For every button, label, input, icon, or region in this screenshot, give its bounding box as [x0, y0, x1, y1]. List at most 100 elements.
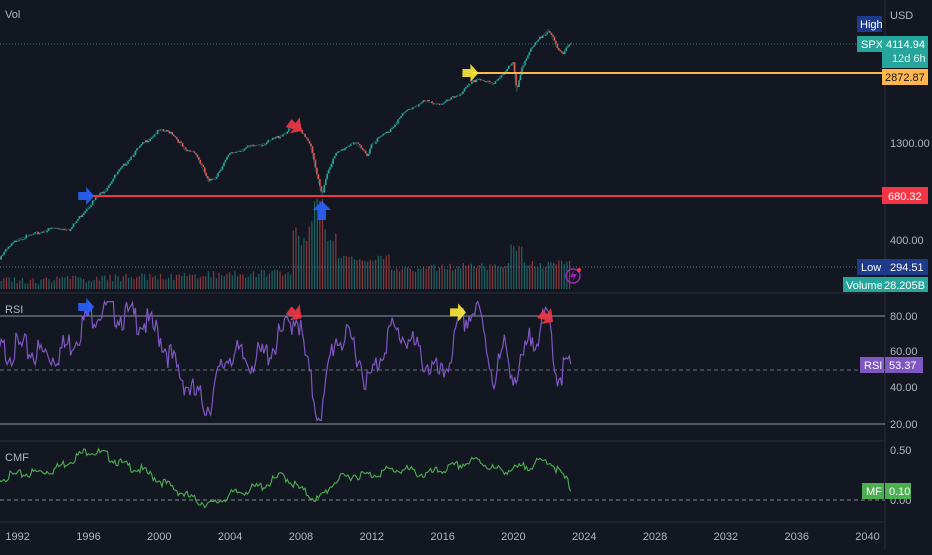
volume-bar: [388, 254, 390, 289]
volume-bar: [181, 275, 183, 289]
volume-bar: [236, 276, 239, 289]
volume-bar: [3, 278, 5, 289]
volume-bar: [106, 280, 109, 289]
price-tick: 400.00: [890, 235, 924, 247]
volume-bar: [550, 262, 552, 289]
volume-bar: [16, 283, 18, 289]
svg-text:53.37: 53.37: [889, 360, 917, 372]
volume-bar: [441, 264, 443, 289]
volume-bar: [64, 277, 66, 289]
volume-bar: [189, 274, 191, 289]
volume-bar: [534, 266, 536, 289]
volume-bar: [361, 260, 363, 289]
volume-bar: [268, 273, 271, 289]
volume-bar: [11, 281, 13, 289]
volume-bar: [523, 262, 525, 289]
volume-bar: [282, 275, 284, 289]
volume-bar: [359, 259, 361, 289]
volume-bar: [279, 271, 281, 289]
volume-bar: [61, 277, 63, 289]
lightning-icon[interactable]: [565, 268, 581, 284]
volume-bar: [35, 282, 37, 289]
volume-bar: [32, 278, 34, 289]
volume-bar: [545, 266, 547, 289]
cmf-value-tag: MF 0.10: [862, 483, 911, 499]
volume-bar: [69, 279, 71, 289]
volume-bar: [364, 261, 366, 289]
volume-bar: [178, 274, 180, 289]
volume-bar: [98, 280, 101, 289]
volume-bar: [258, 274, 260, 289]
volume-bar: [197, 278, 199, 289]
volume-bar: [247, 276, 249, 289]
volume-bar: [173, 279, 175, 289]
volume-bar: [19, 280, 21, 289]
volume-bar: [298, 235, 300, 289]
volume-value: 28.205B: [884, 280, 925, 292]
volume-bar: [457, 266, 459, 289]
volume-bar: [101, 275, 103, 289]
volume-bar: [59, 278, 61, 289]
volume-bar: [367, 261, 369, 289]
volume-bar: [454, 268, 456, 289]
symbol-tag[interactable]: SPX: [857, 36, 884, 52]
volume-bar: [337, 258, 340, 289]
volume-bar: [313, 201, 316, 289]
svg-text:High: High: [860, 19, 883, 31]
volume-histogram: [0, 199, 571, 289]
volume-bar: [157, 279, 159, 289]
volume-bar: [494, 264, 496, 289]
volume-bar: [398, 271, 401, 289]
volume-bar: [260, 269, 263, 289]
volume-bar: [515, 250, 518, 289]
vol-label: Vol: [5, 9, 20, 21]
volume-bar: [369, 259, 371, 289]
volume-bar: [5, 277, 8, 289]
countdown-value: 12d 6h: [892, 53, 926, 65]
volume-bar: [218, 272, 220, 289]
volume-bar: [436, 271, 438, 289]
volume-bar: [120, 281, 122, 289]
volume-bar: [183, 273, 186, 289]
volume-bar: [284, 274, 286, 289]
volume-bar: [215, 278, 217, 289]
blue-arrow-icon: [78, 298, 95, 316]
time-axis-label: 2032: [714, 531, 738, 543]
volume-bar: [428, 266, 430, 289]
volume-bar: [537, 267, 539, 289]
high-tag: High: [857, 16, 883, 32]
volume-tag: Volume 28.205B: [843, 277, 928, 292]
volume-bar: [53, 280, 55, 289]
volume-bar: [329, 239, 332, 289]
volume-bar: [207, 271, 209, 289]
volume-bar: [383, 259, 385, 289]
volume-bar: [499, 266, 502, 289]
volume-bar: [497, 266, 499, 289]
cmf-pane: [0, 447, 572, 509]
volume-bar: [128, 277, 130, 289]
blue-arrow-icon: [312, 201, 331, 220]
volume-bar: [234, 271, 236, 289]
rsi-tick: 60.00: [890, 346, 918, 358]
volume-bar: [66, 275, 69, 289]
volume-bar: [242, 274, 244, 289]
volume-bar: [109, 274, 111, 289]
volume-bar: [433, 264, 435, 289]
time-axis[interactable]: 1992 1996 2000 2004 2008 2012 2016 2020 2024 2028…: [5, 531, 879, 543]
volume-bar: [93, 280, 95, 289]
volume-bar: [24, 283, 26, 289]
rsi-pane-label: RSI: [5, 304, 23, 316]
time-axis-label: 1992: [5, 531, 29, 543]
time-axis-label: 2000: [147, 531, 171, 543]
volume-bar: [27, 283, 29, 289]
blue-arrow-icon: [78, 187, 95, 205]
time-axis-label: 2036: [784, 531, 808, 543]
time-axis-label: 2008: [289, 531, 313, 543]
volume-bar: [250, 274, 252, 289]
volume-bar: [420, 268, 422, 289]
volume-bar: [356, 260, 358, 289]
volume-bar: [112, 281, 114, 289]
svg-text:RSI: RSI: [864, 360, 882, 372]
time-axis-label: 2016: [430, 531, 454, 543]
